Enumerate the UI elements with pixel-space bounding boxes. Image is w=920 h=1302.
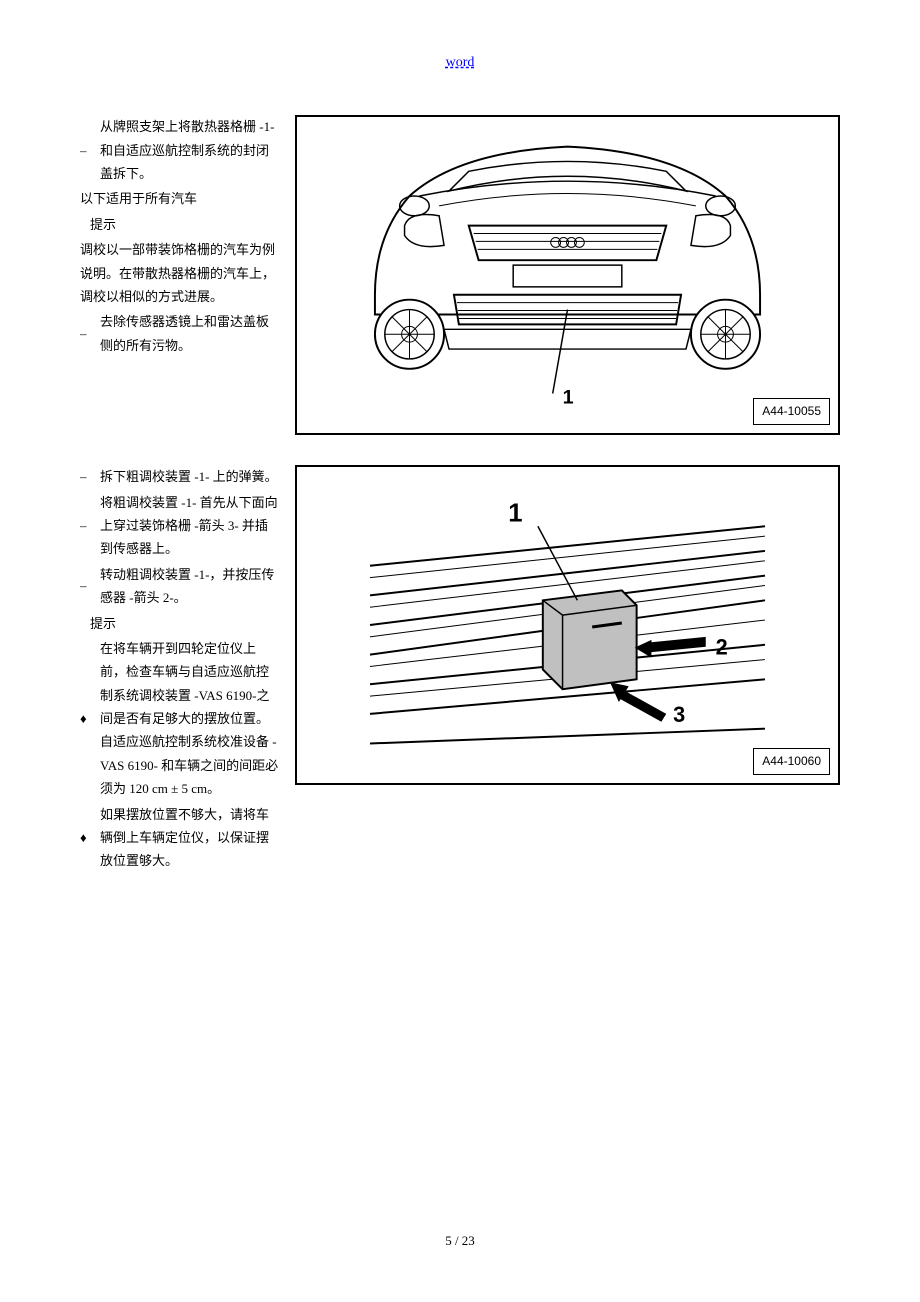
applies-all-cars: 以下适用于所有汽车 — [80, 187, 280, 210]
section-2: – 拆下粗调校装置 -1- 上的弹簧。 – 将粗调校装置 -1- 首先从下面向上… — [80, 465, 840, 875]
header-word-link: word — [446, 55, 475, 70]
list-item: ♦ 如果摆放位置不够大，请将车辆倒上车辆定位仪，以保证摆放位置够大。 — [80, 803, 280, 873]
figure-1-label: A44-10055 — [753, 398, 830, 426]
section-2-text: – 拆下粗调校装置 -1- 上的弹簧。 – 将粗调校装置 -1- 首先从下面向上… — [80, 465, 280, 875]
figure-1: 1 A44-10055 — [295, 115, 840, 435]
note-label: 提示 — [80, 213, 280, 236]
figure-2: 1 2 3 A44-10060 — [295, 465, 840, 785]
grille-sensor-diagram: 1 2 3 — [297, 467, 838, 783]
note-text: 调校以一部带装饰格栅的汽车为例说明。在带散热器格栅的汽车上，调校以相似的方式进展… — [80, 238, 280, 308]
arrow-2-icon — [647, 637, 706, 653]
note-label: 提示 — [80, 612, 280, 635]
callout-1: 1 — [508, 500, 522, 528]
page-header: word — [80, 50, 840, 75]
callout-1: 1 — [563, 387, 574, 409]
arrow-3-icon — [617, 689, 666, 722]
figure-2-label: A44-10060 — [753, 748, 830, 776]
callout-2: 2 — [716, 635, 728, 660]
list-item: – 去除传感器透镜上和雷达盖板侧的所有污物。 — [80, 310, 280, 357]
list-item: – 将粗调校装置 -1- 首先从下面向上穿过装饰格栅 -箭头 3- 并插到传感器… — [80, 491, 280, 561]
list-item: – 拆下粗调校装置 -1- 上的弹簧。 — [80, 465, 280, 488]
car-front-diagram: 1 — [297, 117, 838, 433]
callout-3: 3 — [673, 702, 685, 727]
list-item: ♦ 在将车辆开到四轮定位仪上前，检查车辆与自适应巡航控制系统调校装置 -VAS … — [80, 637, 280, 801]
section-1-text: – 从牌照支架上将散热器格栅 -1-和自适应巡航控制系统的封闭盖拆下。 以下适用… — [80, 115, 280, 435]
page-footer: 5 / 23 — [0, 1229, 920, 1252]
section-1: – 从牌照支架上将散热器格栅 -1-和自适应巡航控制系统的封闭盖拆下。 以下适用… — [80, 115, 840, 435]
list-item: – 转动粗调校装置 -1-，并按压传感器 -箭头 2-。 — [80, 563, 280, 610]
list-item: – 从牌照支架上将散热器格栅 -1-和自适应巡航控制系统的封闭盖拆下。 — [80, 115, 280, 185]
